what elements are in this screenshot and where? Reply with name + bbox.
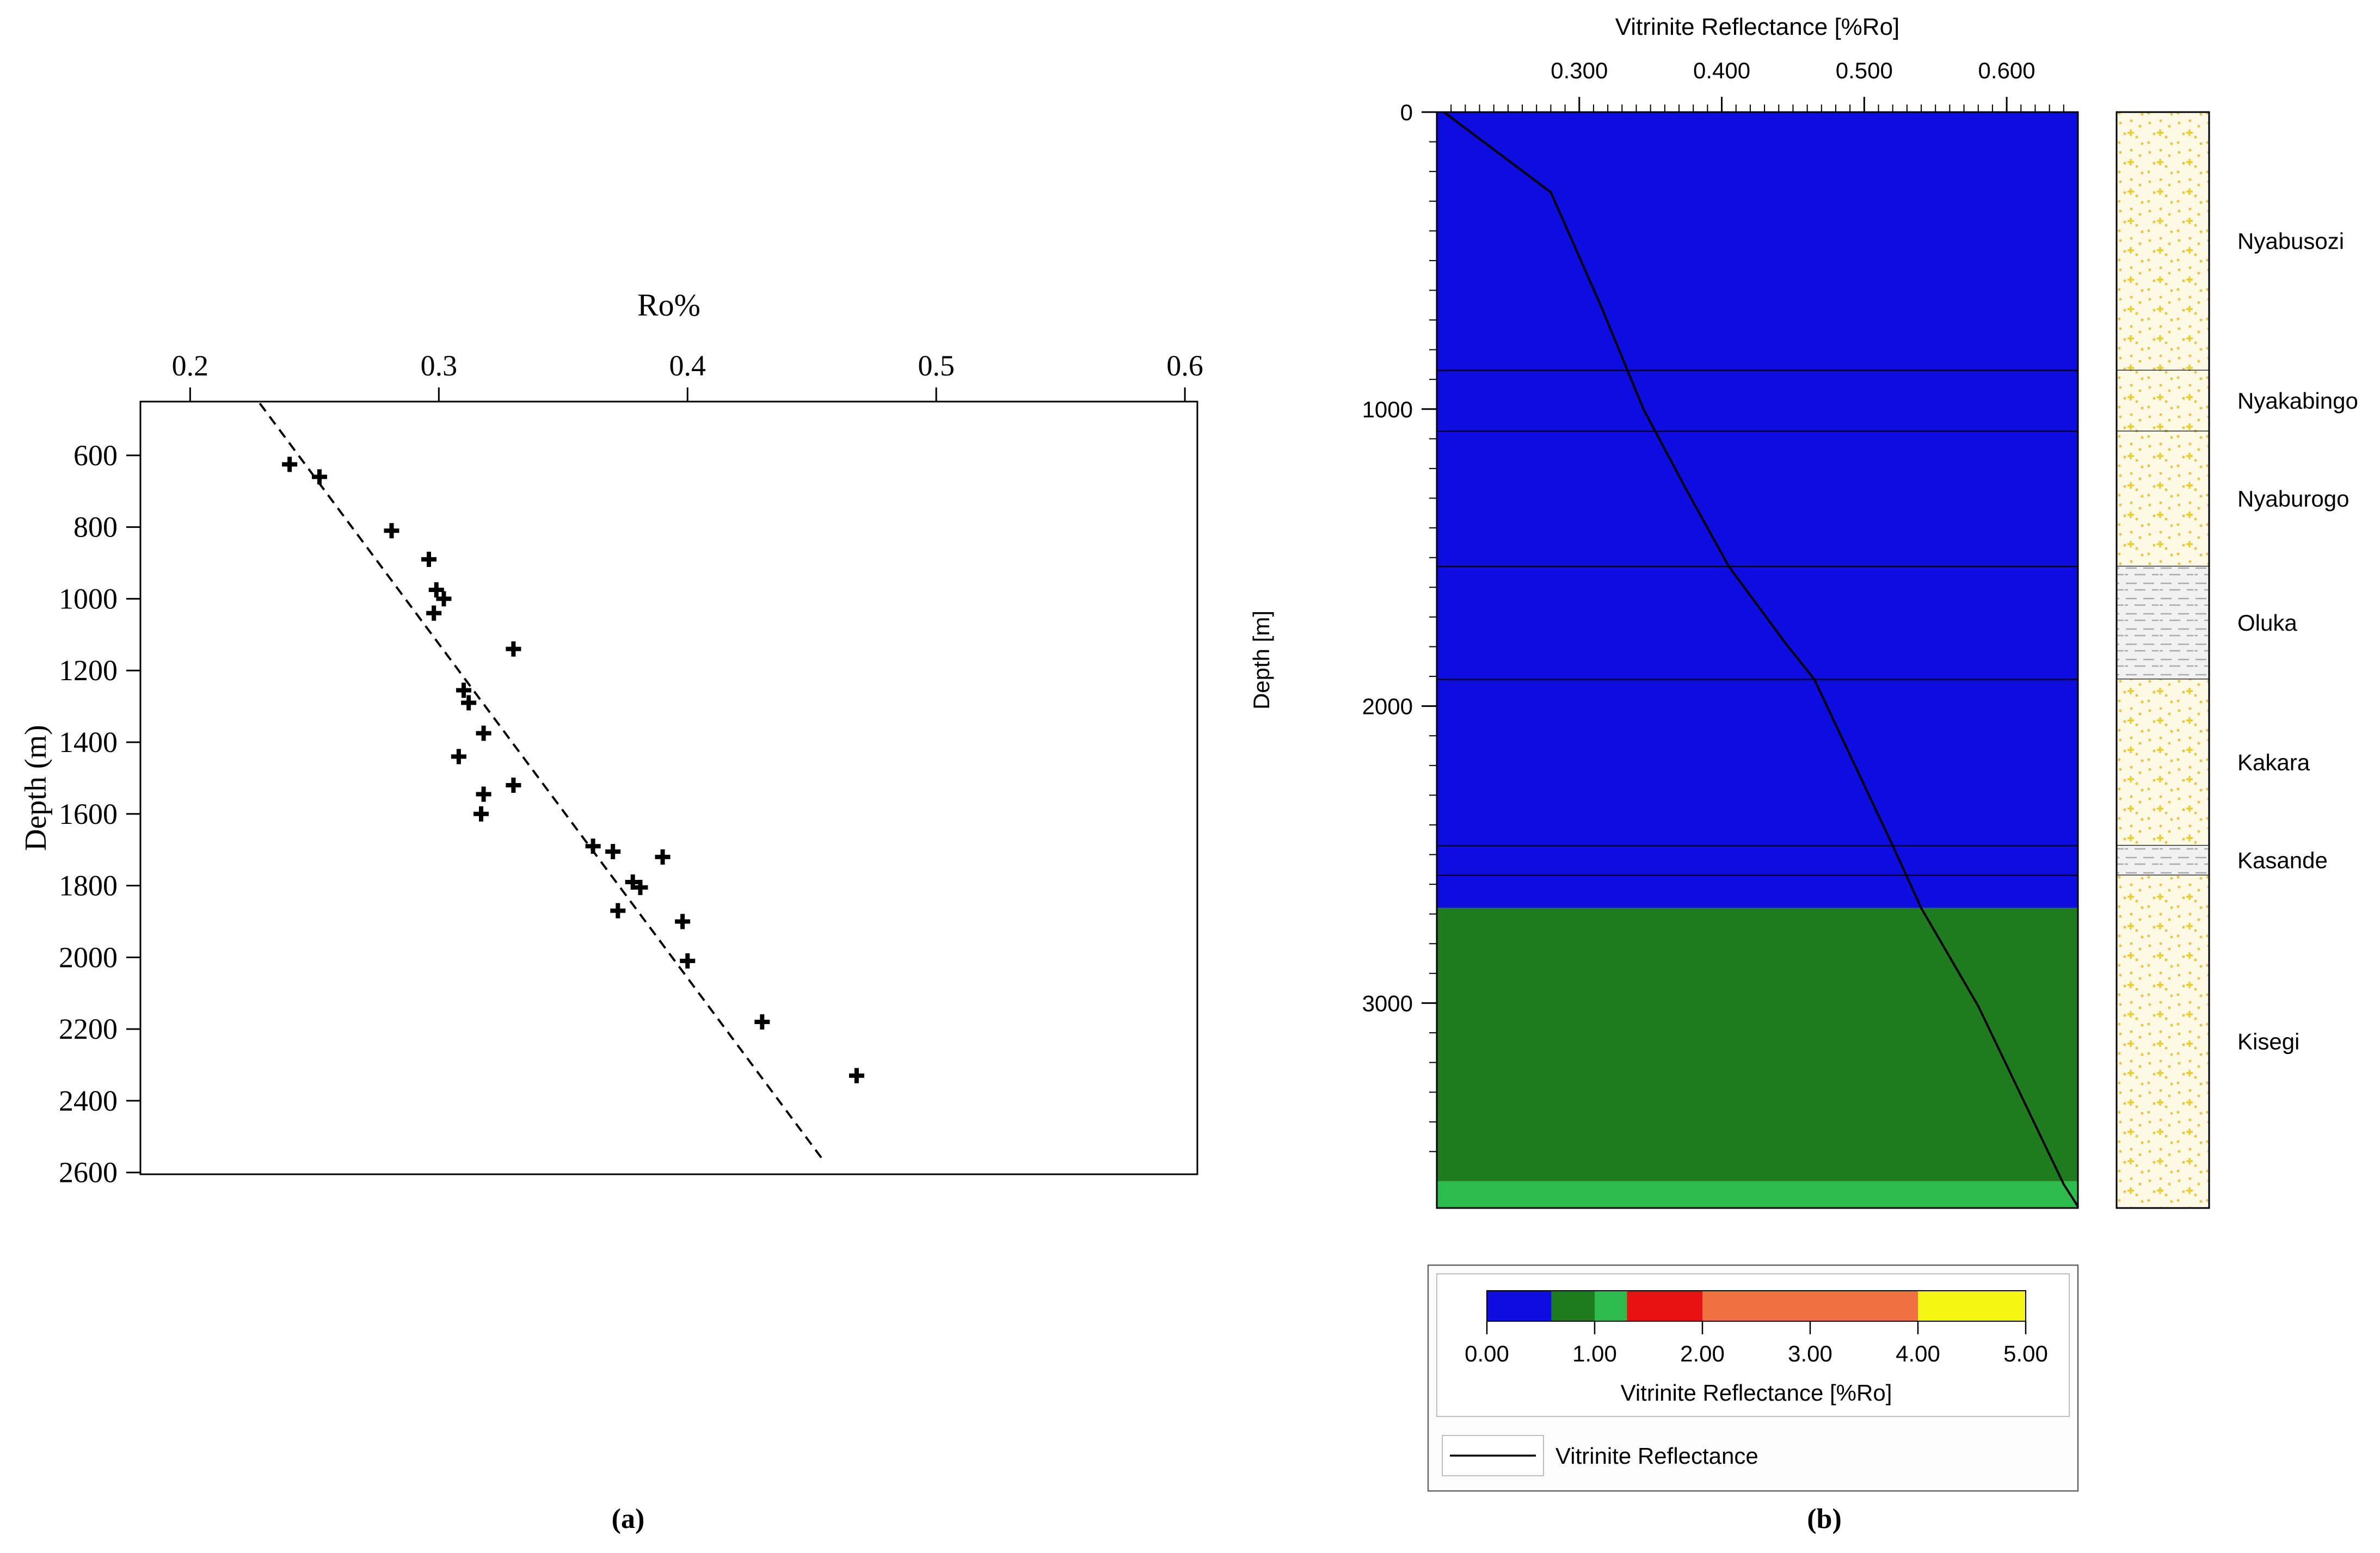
colorbar-frame [1486, 1290, 2026, 1322]
formation-label: Oluka [2237, 610, 2297, 636]
strat-layer [2117, 846, 2209, 876]
panel-a-x-tick-label: 0.5 [918, 349, 955, 382]
panel-a-y-tick-label: 1200 [59, 654, 118, 687]
panel-a-plot-frame [139, 400, 1198, 1175]
formation-label: Kakara [2237, 749, 2310, 775]
panel-a-y-tick-label: 600 [73, 439, 118, 472]
panel-a-y-tick-label: 1800 [59, 870, 118, 902]
strat-layer [2117, 370, 2209, 432]
caption-b: (b) [1807, 1503, 1842, 1534]
panel-a-x-tick-label: 0.6 [1166, 349, 1203, 382]
formation-label: Nyakabingo [2237, 388, 2358, 414]
formation-label: Kasande [2237, 847, 2328, 873]
scatter-point [754, 1014, 770, 1030]
panel-a-y-tick-label: 2000 [59, 941, 118, 973]
panel-b-title: Vitrinite Reflectance [%Ro] [1615, 14, 1900, 40]
scatter-point [675, 914, 691, 929]
colorbar-segment [1702, 1291, 1918, 1321]
scatter-point [421, 551, 437, 567]
panel-a-y-tick-label: 2600 [59, 1156, 118, 1189]
scatter-point [311, 469, 327, 485]
strat-layer [2117, 431, 2209, 567]
formation-label: Kisegi [2237, 1028, 2299, 1054]
colorbar-title: Vitrinite Reflectance [%Ro] [1621, 1380, 1892, 1406]
panel-a-y-tick-label: 800 [73, 511, 118, 544]
strat-layer [2117, 112, 2209, 371]
scatter-point [384, 523, 399, 539]
colorbar-tick-label: 2.00 [1680, 1341, 1725, 1366]
vitrinite-reflectance-curve [1443, 111, 2079, 1207]
colorbar-tick-label: 0.00 [1465, 1341, 1509, 1366]
scatter-point [456, 682, 472, 698]
maturity-zone [1437, 908, 2078, 1181]
scatter-point [428, 582, 444, 597]
scatter-point [473, 806, 489, 822]
scatter-point [451, 749, 466, 765]
scatter-point [655, 849, 671, 865]
colorbar-segment [1487, 1291, 1552, 1321]
maturity-zone [1437, 1181, 2078, 1208]
legend-line-label: Vitrinite Reflectance [1555, 1443, 1758, 1469]
panel-b-x-tick-label: 0.400 [1693, 58, 1750, 83]
panel-b-y-tick-label: 3000 [1362, 990, 1413, 1016]
panel-b-x-tick-label: 0.300 [1551, 58, 1608, 83]
colorbar-tick-label: 3.00 [1788, 1341, 1832, 1366]
colorbar-tick-label: 1.00 [1572, 1341, 1617, 1366]
scatter-point [461, 695, 477, 711]
panel-b-y-tick-label: 1000 [1362, 397, 1413, 422]
panel-a-x-tick-label: 0.3 [421, 349, 458, 382]
panel-a-y-tick-label: 1000 [59, 582, 118, 615]
panel-b-x-tick-label: 0.600 [1978, 58, 2035, 83]
panel-b-plot-frame [1436, 111, 2079, 1209]
scatter-point [610, 903, 626, 919]
scatter-point [426, 605, 442, 621]
colorbar-segment [1551, 1291, 1595, 1321]
panel-a-x-tick-label: 0.4 [669, 349, 706, 382]
scatter-point [436, 591, 452, 607]
trend-line [259, 403, 826, 1163]
colorbar-tick-label: 5.00 [2003, 1341, 2048, 1366]
caption-a: (a) [611, 1503, 645, 1534]
colorbar-segment [1918, 1291, 2026, 1321]
scatter-point [476, 725, 491, 741]
scatter-point [506, 641, 521, 657]
colorbar-tick-label: 4.00 [1896, 1341, 1940, 1366]
strat-column-frame [2115, 111, 2210, 1209]
scatter-point [506, 778, 521, 793]
colorbar-segment [1627, 1291, 1702, 1321]
panel-a-chart: Ro% 0.2 0.3 0.4 0.5 0.6 600 800 1000 1200 1400 1600… [19, 287, 1203, 1189]
panel-b-y-tick-label: 0 [1400, 100, 1413, 125]
panel-a-ylabel: Depth (m) [19, 725, 53, 851]
formation-label: Nyaburogo [2237, 486, 2349, 511]
strat-layer [2117, 679, 2209, 846]
panel-a-y-tick-label: 2400 [59, 1084, 118, 1117]
scatter-point [476, 786, 491, 802]
scatter-point [680, 953, 696, 969]
strat-layer [2117, 566, 2209, 680]
scatter-point [282, 457, 298, 472]
panel-a-y-tick-label: 1400 [59, 726, 118, 759]
maturity-zone [1437, 112, 2078, 908]
panel-a-y-tick-label: 1600 [59, 798, 118, 830]
panel-b-y-tick-label: 2000 [1362, 694, 1413, 719]
panel-a-title: Ro% [637, 287, 700, 323]
panel-a-x-tick-label: 0.2 [172, 349, 209, 382]
panel-a-y-tick-label: 2200 [59, 1013, 118, 1045]
panel-b-ylabel: Depth [m] [1249, 611, 1274, 710]
scatter-point [848, 1068, 864, 1083]
strat-layer [2117, 875, 2209, 1208]
panel-b-chart: 0.300 0.400 0.500 0.600 Vitrinite Reflectanc… [1249, 14, 2358, 1209]
scatter-point [585, 839, 601, 854]
panel-b-legend: 0.00 1.00 2.00 3.00 4.00 5.00 Vitrinite Reflec… [1427, 1264, 2079, 1492]
colorbar-segment [1595, 1291, 1627, 1321]
scatter-point [632, 879, 648, 895]
formation-label: Nyabusozi [2237, 228, 2344, 254]
scatter-point [605, 843, 621, 859]
panel-b-x-tick-label: 0.500 [1836, 58, 1893, 83]
